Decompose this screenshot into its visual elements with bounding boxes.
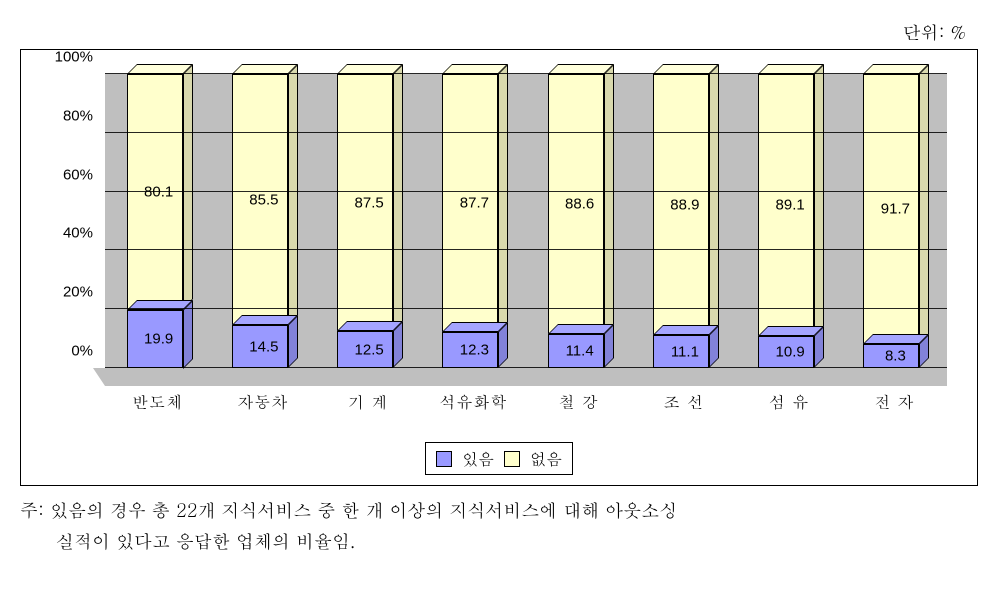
gridline — [105, 249, 947, 250]
x-category-label: 자동차 — [237, 390, 288, 413]
x-category-label: 섬 유 — [769, 390, 809, 413]
bar: 89.110.9섬 유 — [758, 74, 820, 368]
value-label-no: 88.9 — [657, 196, 713, 213]
value-label-no: 87.7 — [446, 194, 502, 211]
bar: 88.611.4철 강 — [548, 74, 610, 368]
bar: 87.712.3석유화학 — [442, 74, 504, 368]
x-category-label: 석유화학 — [439, 390, 507, 413]
bar: 87.512.5기 계 — [337, 74, 399, 368]
value-label-yes: 12.5 — [341, 341, 397, 358]
chart-container: 80.1 19.9 반도체 85.5 14.5 자동차 87.5 12.5 기 계 87.7 12.… — [20, 49, 978, 486]
value-label-yes: 14.5 — [236, 338, 292, 355]
bar: 91.78.3전 자 — [863, 74, 925, 368]
bar: 88.911.1조 선 — [653, 74, 715, 368]
value-label-yes: 11.1 — [657, 343, 713, 360]
legend-swatch — [504, 451, 520, 467]
value-label-no: 91.7 — [867, 200, 923, 217]
x-category-label: 반도체 — [132, 390, 183, 413]
legend-box: 있음 없음 — [425, 442, 573, 475]
y-tick-label: 40% — [63, 225, 93, 242]
y-tick-label: 20% — [63, 284, 93, 301]
y-tick-label: 80% — [63, 107, 93, 124]
x-category-label: 전 자 — [874, 390, 914, 413]
value-label-no: 88.6 — [552, 196, 608, 213]
bar: 85.514.5자동차 — [232, 74, 294, 368]
y-tick-label: 100% — [55, 49, 93, 66]
legend-label: 없음 — [530, 447, 562, 470]
value-label-no: 80.1 — [131, 183, 187, 200]
y-tick-label: 60% — [63, 166, 93, 183]
value-label-no: 85.5 — [236, 191, 292, 208]
footnote-line1: 주: 있음의 경우 총 22개 지식서비스 중 한 개 이상의 지식서비스에 대… — [20, 498, 677, 523]
gridline — [105, 191, 947, 192]
value-label-yes: 10.9 — [762, 343, 818, 360]
chart-area: 80.1 19.9 반도체 85.5 14.5 자동차 87.5 12.5 기 계 87.7 12.… — [35, 68, 963, 428]
value-label-yes: 19.9 — [131, 330, 187, 347]
gridline — [105, 367, 947, 368]
value-label-yes: 11.4 — [552, 343, 608, 360]
x-category-label: 조 선 — [664, 390, 704, 413]
value-label-no: 89.1 — [762, 196, 818, 213]
gridline — [105, 73, 947, 74]
gridline — [105, 308, 947, 309]
gridline — [105, 132, 947, 133]
plot-floor — [105, 368, 947, 386]
value-label-no: 87.5 — [341, 194, 397, 211]
unit-label: 단위: % — [20, 20, 978, 45]
value-label-yes: 12.3 — [446, 341, 502, 358]
y-tick-label: 0% — [71, 343, 93, 360]
x-category-label: 철 강 — [558, 390, 598, 413]
x-category-label: 기 계 — [348, 390, 388, 413]
footnote-line2: 실적이 있다고 응답한 업체의 비율임. — [20, 527, 978, 558]
legend: 있음 없음 — [35, 442, 963, 475]
footnote: 주: 있음의 경우 총 22개 지식서비스 중 한 개 이상의 지식서비스에 대… — [20, 496, 978, 557]
plot-region: 80.119.9반도체85.514.5자동차87.512.5기 계87.712.… — [105, 74, 947, 368]
legend-label: 있음 — [462, 447, 494, 470]
bar: 80.119.9반도체 — [127, 74, 189, 368]
bars-group: 80.119.9반도체85.514.5자동차87.512.5기 계87.712.… — [105, 74, 947, 368]
legend-swatch — [436, 451, 452, 467]
value-label-yes: 8.3 — [867, 347, 923, 364]
